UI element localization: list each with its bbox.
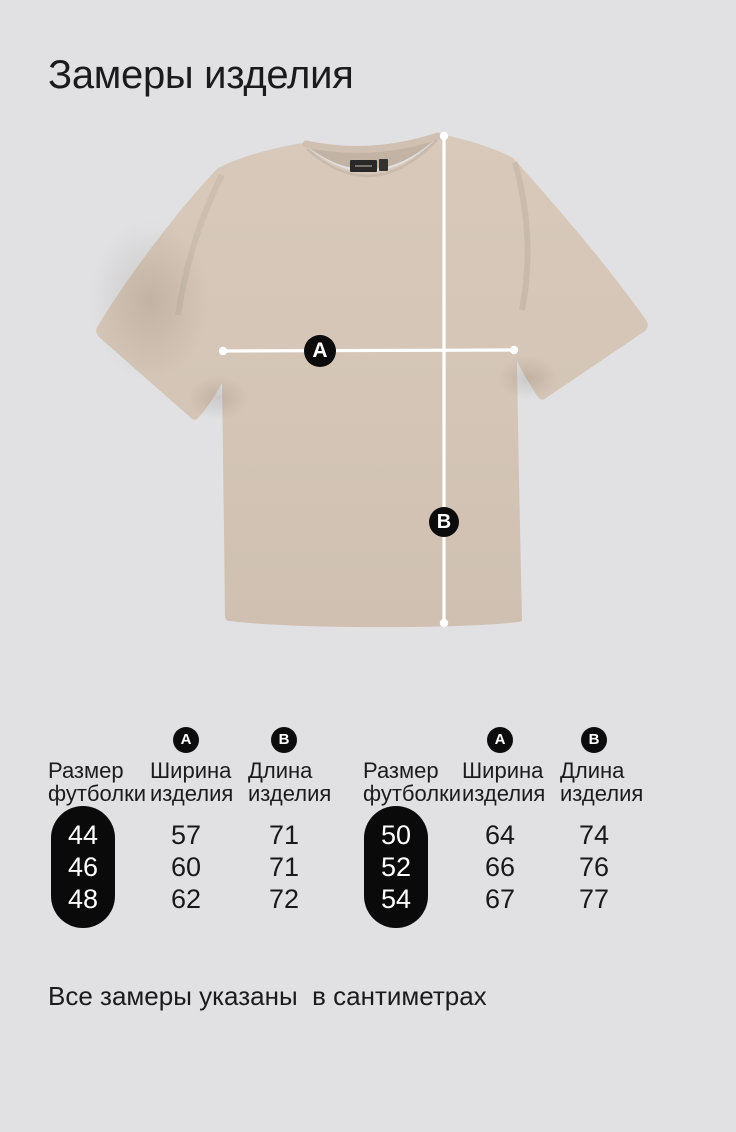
measure-marker-a: A xyxy=(304,335,336,367)
size-cell: 46 xyxy=(67,852,99,882)
collar-band xyxy=(302,132,442,153)
width-cell: 57 xyxy=(170,820,202,850)
column-header-size: Размер футболки xyxy=(363,758,462,806)
size-cell: 50 xyxy=(380,820,412,850)
width-cell: 66 xyxy=(484,852,516,882)
left-sleeve-shadow xyxy=(90,220,210,380)
measure-line-a-right-dot xyxy=(509,345,519,355)
size-cell: 52 xyxy=(380,852,412,882)
length-cell: 71 xyxy=(268,852,300,882)
size-table-left: A B Размер футболки Ширина изделия Длина… xyxy=(48,727,338,937)
measurements-footnote: Все замеры указаны в сантиметрах xyxy=(48,981,487,1011)
length-cell: 72 xyxy=(268,884,300,914)
length-cell: 76 xyxy=(578,852,610,882)
length-column-badge-b: B xyxy=(271,727,297,753)
tshirt-figure: A B xyxy=(80,125,660,640)
length-cell: 71 xyxy=(268,820,300,850)
right-armpit-shadow xyxy=(498,356,558,400)
size-cell: 48 xyxy=(67,884,99,914)
width-column-badge-a: A xyxy=(173,727,199,753)
length-cell: 77 xyxy=(578,884,610,914)
size-pill xyxy=(51,806,115,928)
column-header-size: Размер футболки xyxy=(48,758,147,806)
left-armpit-shadow xyxy=(188,376,248,420)
neck-label-text-mark xyxy=(355,165,372,167)
width-cell: 62 xyxy=(170,884,202,914)
column-header-width: Ширина изделия xyxy=(150,758,234,806)
measure-line-b-bottom-dot xyxy=(439,618,449,628)
length-column-badge-b: B xyxy=(581,727,607,753)
tshirt-illustration xyxy=(90,131,648,628)
size-cell: 44 xyxy=(67,820,99,850)
column-header-length: Длина изделия xyxy=(248,758,332,806)
shirt-silhouette xyxy=(96,134,648,628)
neckline-seam xyxy=(306,139,438,178)
measure-line-b-top-dot xyxy=(439,131,449,141)
page-title: Замеры изделия xyxy=(48,53,354,97)
measure-line-a xyxy=(222,348,515,353)
width-cell: 64 xyxy=(484,820,516,850)
width-column-badge-a: A xyxy=(487,727,513,753)
length-cell: 74 xyxy=(578,820,610,850)
measure-marker-b: B xyxy=(429,507,459,537)
right-shoulder-crease xyxy=(512,161,531,311)
size-cell: 54 xyxy=(380,884,412,914)
measure-line-a-left-dot xyxy=(218,346,228,356)
width-cell: 67 xyxy=(484,884,516,914)
column-header-length: Длина изделия xyxy=(560,758,644,806)
size-table-right: A B Размер футболки Ширина изделия Длина… xyxy=(363,727,653,937)
size-tag xyxy=(379,159,388,171)
width-cell: 60 xyxy=(170,852,202,882)
left-sleeve-crease xyxy=(175,173,225,316)
column-header-width: Ширина изделия xyxy=(462,758,546,806)
size-pill xyxy=(364,806,428,928)
